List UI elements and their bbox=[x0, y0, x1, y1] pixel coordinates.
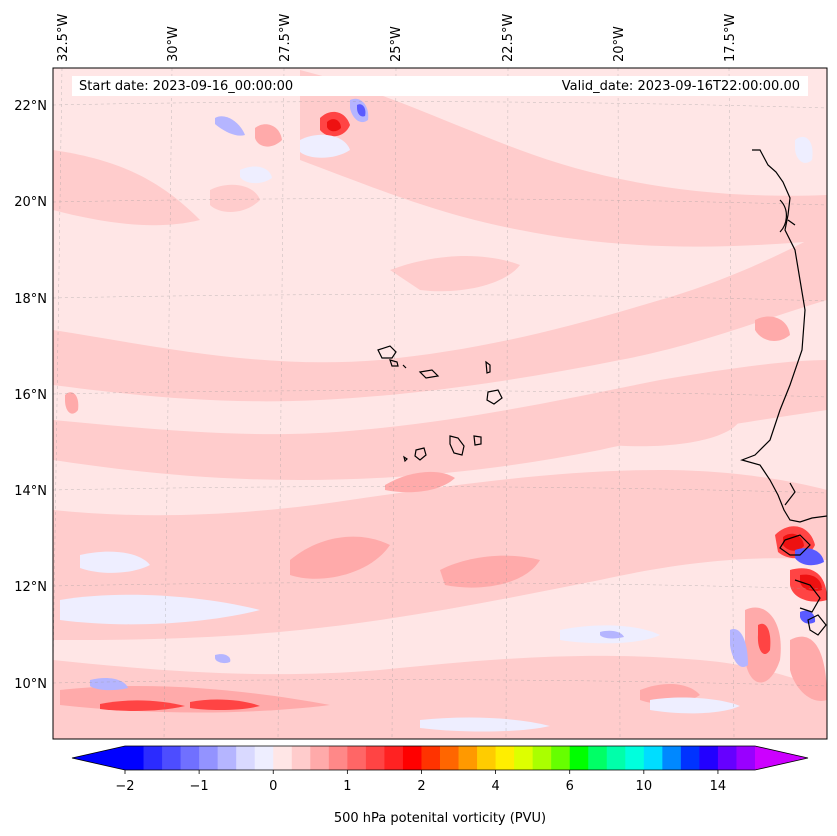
colorbar-cell bbox=[199, 746, 219, 770]
colorbar-tick-label: 6 bbox=[566, 779, 574, 794]
colorbar-cell bbox=[717, 746, 737, 770]
colorbar-extend-low bbox=[72, 746, 125, 770]
colorbar-cell bbox=[254, 746, 274, 770]
colorbar-cell bbox=[180, 746, 200, 770]
colorbar-tick-label: 2 bbox=[417, 779, 425, 794]
colorbar-cell bbox=[217, 746, 237, 770]
colorbar-cell bbox=[291, 746, 311, 770]
lat-label-12n: 12°N bbox=[14, 580, 47, 595]
colorbar-cell bbox=[310, 746, 330, 770]
lon-label-32-5w: 32.5°W bbox=[56, 14, 71, 62]
colorbar-tick-label: 1 bbox=[343, 779, 351, 794]
pv-light-pink-bands bbox=[53, 70, 827, 739]
colorbar-cell bbox=[495, 746, 515, 770]
colorbar-tick-label: 4 bbox=[491, 779, 499, 794]
header-box bbox=[72, 76, 808, 96]
colorbar-cell bbox=[384, 746, 404, 770]
colorbar-tick-label: 14 bbox=[710, 779, 727, 794]
lat-label-10n: 10°N bbox=[14, 677, 47, 692]
colorbar-cell bbox=[402, 746, 422, 770]
colorbar-cell bbox=[606, 746, 626, 770]
lon-label-20w: 20°W bbox=[612, 26, 627, 62]
lat-label-20n: 20°N bbox=[14, 195, 47, 210]
lat-label-16n: 16°N bbox=[14, 388, 47, 403]
colorbar-cell bbox=[625, 746, 645, 770]
lon-label-30w: 30°W bbox=[166, 26, 181, 62]
pv-deep-red-cores bbox=[327, 119, 822, 592]
lat-label-22n: 22°N bbox=[14, 99, 47, 114]
colorbar-cell bbox=[236, 746, 256, 770]
colorbar-extend-high bbox=[755, 746, 808, 770]
islands bbox=[377, 345, 503, 463]
map-frame bbox=[52, 67, 828, 740]
colorbar-cell bbox=[273, 746, 293, 770]
colorbar-cell bbox=[736, 746, 756, 770]
valid-date-label: Valid_date: 2023-09-16T22:00:00.00 bbox=[562, 79, 800, 94]
colorbar-cells bbox=[125, 746, 756, 770]
colorbar-label: 500 hPa potenital vorticity (PVU) bbox=[334, 811, 546, 826]
colorbar-cell bbox=[532, 746, 552, 770]
colorbar-cell bbox=[162, 746, 182, 770]
lat-label-18n: 18°N bbox=[14, 292, 47, 307]
colorbar-tick-label: 10 bbox=[636, 779, 653, 794]
lat-label-14n: 14°N bbox=[14, 484, 47, 499]
colorbar-cell bbox=[458, 746, 478, 770]
colorbar-tick-label: −2 bbox=[115, 779, 134, 794]
colorbar-cell bbox=[328, 746, 348, 770]
colorbar-ticks: −2 −1 0 1 2 4 6 10 14 bbox=[115, 770, 726, 794]
colorbar-tick-label: 0 bbox=[269, 779, 277, 794]
start-date-label: Start date: 2023-09-16_00:00:00 bbox=[79, 79, 293, 94]
colorbar-cell bbox=[365, 746, 385, 770]
colorbar-cell bbox=[143, 746, 163, 770]
lon-label-22-5w: 22.5°W bbox=[501, 14, 516, 62]
colorbar-cell bbox=[551, 746, 571, 770]
pv-pale-blue-patches bbox=[60, 134, 813, 732]
map-gridlines bbox=[53, 68, 827, 739]
lon-label-27-5w: 27.5°W bbox=[278, 14, 293, 62]
colorbar-cell bbox=[588, 746, 608, 770]
colorbar: −2 −1 0 1 2 4 6 10 14 500 hPa potenital vorticit… bbox=[71, 745, 809, 826]
colorbar-cell bbox=[662, 746, 682, 770]
longitude-labels: 32.5°W 30°W 27.5°W 25°W 22.5°W 20°W 17.5… bbox=[56, 14, 738, 62]
colorbar-cell bbox=[347, 746, 367, 770]
colorbar-cell bbox=[680, 746, 700, 770]
latitude-labels: 22°N 20°N 18°N 16°N 14°N 12°N 10°N bbox=[14, 99, 47, 692]
coastline bbox=[740, 149, 827, 636]
colorbar-cell bbox=[569, 746, 589, 770]
pv-field bbox=[53, 68, 827, 739]
colorbar-cell bbox=[514, 746, 534, 770]
colorbar-cell bbox=[643, 746, 663, 770]
lon-label-17-5w: 17.5°W bbox=[723, 14, 738, 62]
colorbar-cell bbox=[421, 746, 441, 770]
colorbar-cell bbox=[440, 746, 460, 770]
colorbar-tick-label: −1 bbox=[190, 779, 209, 794]
colorbar-cell bbox=[477, 746, 497, 770]
lon-label-25w: 25°W bbox=[389, 26, 404, 62]
colorbar-cell bbox=[699, 746, 719, 770]
colorbar-cell bbox=[125, 746, 145, 770]
